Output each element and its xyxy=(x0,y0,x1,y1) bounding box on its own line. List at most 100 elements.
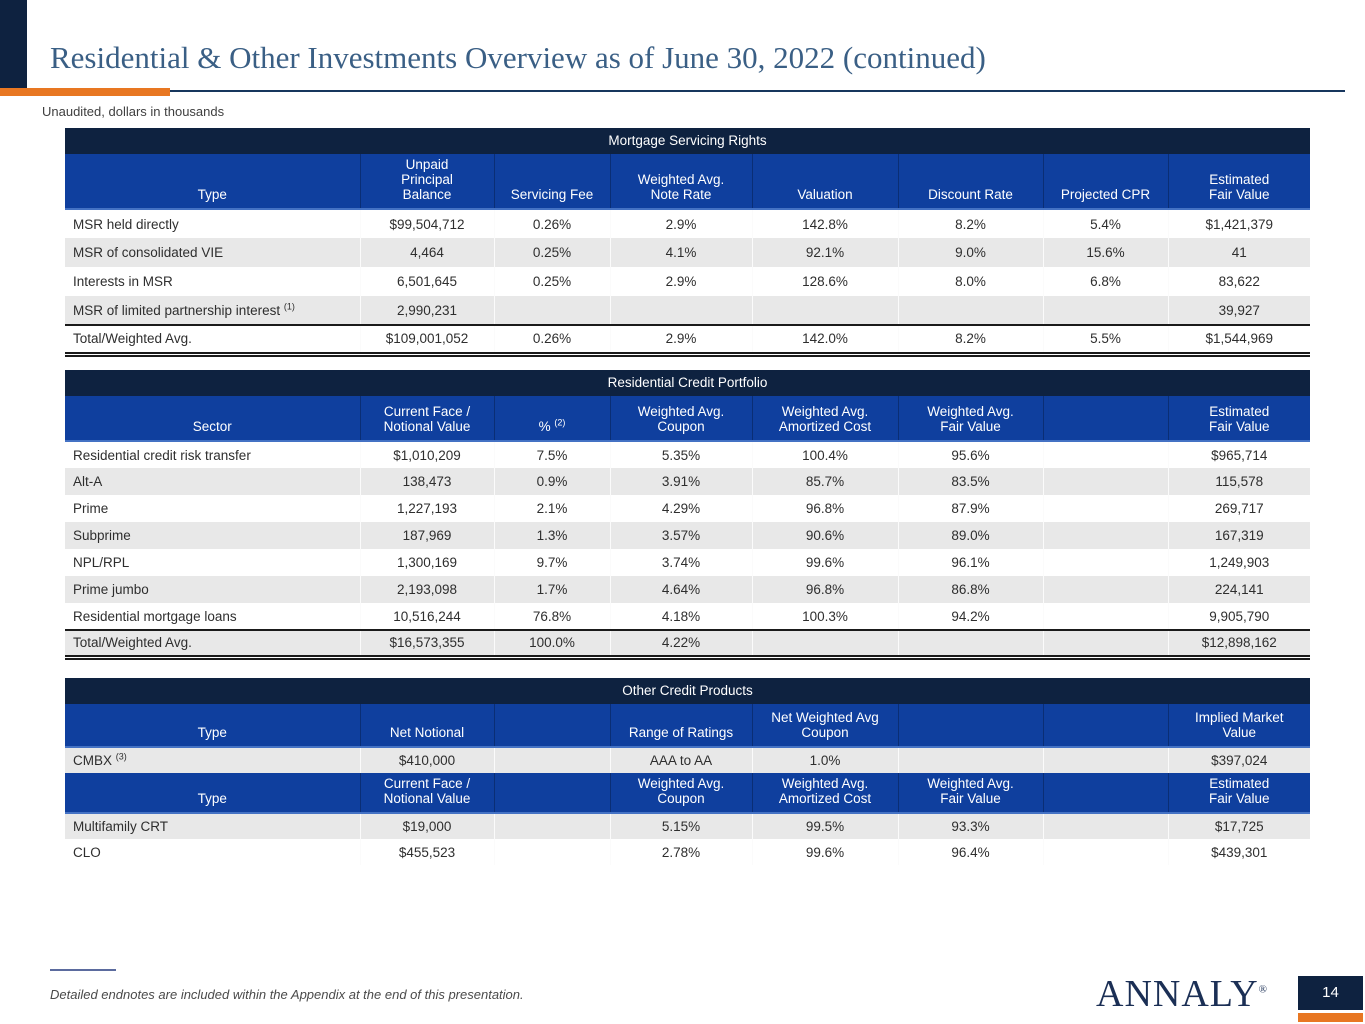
table-row: Interests in MSR 6,501,645 0.25% 2.9% 12… xyxy=(65,267,1310,296)
cell: $99,504,712 xyxy=(359,209,494,238)
cell: 0.25% xyxy=(493,238,610,267)
table-row: NPL/RPL 1,300,169 9.7% 3.74% 99.6% 96.1%… xyxy=(65,549,1310,576)
cell: 100.4% xyxy=(751,441,898,468)
cell: 5.5% xyxy=(1042,324,1168,357)
cell xyxy=(1042,296,1168,325)
cell: 2.78% xyxy=(609,839,752,865)
title-divider-line xyxy=(170,90,1345,92)
cell xyxy=(897,629,1043,660)
units-note: Unaudited, dollars in thousands xyxy=(42,104,225,119)
cell: MSR of limited partnership interest (1) xyxy=(65,296,360,325)
other-credit-table-title: Other Credit Products xyxy=(65,678,1310,704)
cell: 5.4% xyxy=(1042,209,1168,238)
column-header: Weighted Avg. Fair Value xyxy=(897,396,1043,441)
cell: Multifamily CRT xyxy=(65,813,360,839)
residential-credit-table: Residential Credit Portfolio Sector Curr… xyxy=(65,370,1310,660)
cell: 90.6% xyxy=(751,522,898,549)
cell: 138,473 xyxy=(359,468,494,495)
column-header: Current Face / Notional Value xyxy=(359,396,494,441)
cell: 9.7% xyxy=(493,549,610,576)
column-header: Type xyxy=(65,704,360,747)
footnote-divider xyxy=(50,969,116,971)
cell: 15.6% xyxy=(1042,238,1168,267)
cell: Subprime xyxy=(65,522,360,549)
cell: $16,573,355 xyxy=(359,629,494,660)
cell: Residential mortgage loans xyxy=(65,603,360,630)
footnote-text: Detailed endnotes are included within th… xyxy=(50,987,524,1002)
column-header: Weighted Avg. Amortized Cost xyxy=(751,396,898,441)
cell: 2.9% xyxy=(609,324,752,357)
other-credit-table: Other Credit Products Type Net Notional … xyxy=(65,678,1310,865)
cell: 2,990,231 xyxy=(359,296,494,325)
cell: 83,622 xyxy=(1167,267,1310,296)
cell: MSR held directly xyxy=(65,209,360,238)
column-header: Unpaid Principal Balance xyxy=(359,154,494,209)
cell: 1,227,193 xyxy=(359,495,494,522)
registered-mark: ® xyxy=(1258,983,1268,996)
cell: 8.2% xyxy=(897,209,1043,238)
cell: 142.0% xyxy=(751,324,898,357)
cell: Alt-A xyxy=(65,468,360,495)
cell: $397,024 xyxy=(1167,747,1310,773)
column-header: Servicing Fee xyxy=(493,154,610,209)
cell: CLO xyxy=(65,839,360,865)
column-header: Discount Rate xyxy=(897,154,1043,209)
page-number-accent-bar xyxy=(1298,1013,1363,1022)
column-header: Estimated Fair Value xyxy=(1167,154,1310,209)
cell: 41 xyxy=(1167,238,1310,267)
column-header: % (2) xyxy=(493,396,610,441)
cell: 4.18% xyxy=(609,603,752,630)
total-row: Total/Weighted Avg. $109,001,052 0.26% 2… xyxy=(65,324,1310,357)
cell: 1.7% xyxy=(493,576,610,603)
cell: 0.9% xyxy=(493,468,610,495)
table-row: MSR of limited partnership interest (1) … xyxy=(65,296,1310,325)
column-header: Weighted Avg. Amortized Cost xyxy=(751,773,898,813)
cell: 100.0% xyxy=(493,629,610,660)
cell xyxy=(1042,603,1168,630)
column-header: Range of Ratings xyxy=(609,704,752,747)
table-row: MSR of consolidated VIE 4,464 0.25% 4.1%… xyxy=(65,238,1310,267)
cell xyxy=(493,747,610,773)
cell: 2,193,098 xyxy=(359,576,494,603)
cell: 4,464 xyxy=(359,238,494,267)
cell xyxy=(1042,441,1168,468)
cell xyxy=(493,296,610,325)
cell xyxy=(1042,747,1168,773)
cell xyxy=(1042,522,1168,549)
cell: 6.8% xyxy=(1042,267,1168,296)
cell: 224,141 xyxy=(1167,576,1310,603)
cell: 100.3% xyxy=(751,603,898,630)
table-row: MSR held directly $99,504,712 0.26% 2.9%… xyxy=(65,209,1310,238)
table-row: Subprime 187,969 1.3% 3.57% 90.6% 89.0% … xyxy=(65,522,1310,549)
cell: MSR of consolidated VIE xyxy=(65,238,360,267)
cell: 89.0% xyxy=(897,522,1043,549)
cell: CMBX (3) xyxy=(65,747,360,773)
cell: 99.5% xyxy=(751,813,898,839)
column-header xyxy=(1042,396,1168,441)
cell: 4.64% xyxy=(609,576,752,603)
cell: $12,898,162 xyxy=(1167,629,1310,660)
cell: 115,578 xyxy=(1167,468,1310,495)
cell: 8.0% xyxy=(897,267,1043,296)
column-header: Type xyxy=(65,773,360,813)
cell: 86.8% xyxy=(897,576,1043,603)
cell xyxy=(1042,629,1168,660)
cell: 2.9% xyxy=(609,267,752,296)
annaly-logo: ANNALY® xyxy=(1096,973,1268,1015)
cell: $109,001,052 xyxy=(359,324,494,357)
column-header xyxy=(1042,773,1168,813)
cell: 1,249,903 xyxy=(1167,549,1310,576)
cell: 95.6% xyxy=(897,441,1043,468)
residential-credit-table-title: Residential Credit Portfolio xyxy=(65,370,1310,396)
cell: $17,725 xyxy=(1167,813,1310,839)
cell xyxy=(1042,576,1168,603)
table-row: Prime jumbo 2,193,098 1.7% 4.64% 96.8% 8… xyxy=(65,576,1310,603)
cell: 94.2% xyxy=(897,603,1043,630)
cell: 99.6% xyxy=(751,549,898,576)
cell xyxy=(1042,468,1168,495)
ocp-header-row-2: Type Current Face / Notional Value Weigh… xyxy=(65,773,1310,813)
cell: $439,301 xyxy=(1167,839,1310,865)
cell: NPL/RPL xyxy=(65,549,360,576)
cell: 0.26% xyxy=(493,324,610,357)
column-header: Valuation xyxy=(751,154,898,209)
